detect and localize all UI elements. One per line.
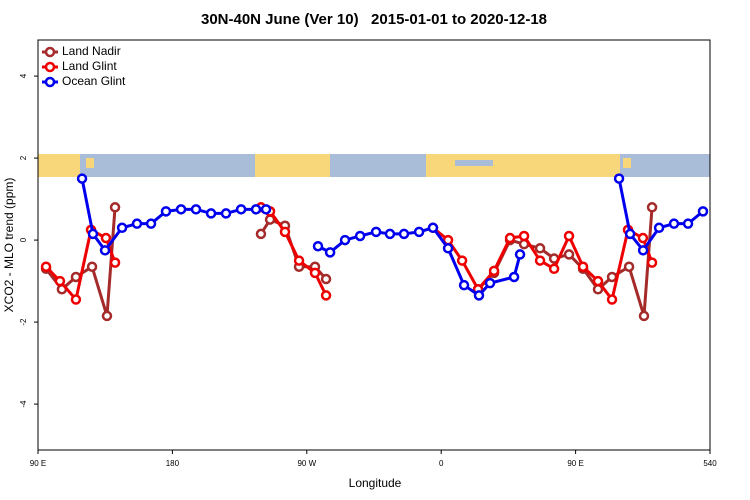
point — [534, 255, 546, 266]
y-axis-label: XCO2 - MLO trend (ppm) — [2, 178, 16, 313]
point — [606, 294, 618, 305]
point — [484, 277, 496, 289]
point — [504, 232, 516, 244]
y-tick-label: 4 — [19, 73, 28, 78]
series-line — [617, 178, 704, 253]
x-tick-label: 180 — [166, 459, 180, 468]
point — [100, 232, 112, 244]
point — [592, 275, 604, 287]
point — [413, 226, 425, 238]
point — [109, 202, 121, 213]
point — [320, 273, 332, 285]
point — [40, 261, 52, 272]
point — [324, 247, 336, 258]
point — [577, 261, 589, 272]
point — [145, 218, 157, 229]
point — [646, 202, 658, 213]
point — [190, 204, 202, 215]
series-line — [477, 207, 654, 317]
point — [638, 310, 650, 322]
point — [623, 261, 635, 272]
point — [646, 257, 658, 268]
point — [384, 228, 396, 240]
point — [279, 226, 291, 238]
point — [682, 218, 694, 229]
series-line — [432, 226, 654, 303]
point — [697, 206, 709, 217]
point — [458, 279, 470, 291]
point — [456, 255, 468, 266]
point — [534, 243, 546, 254]
point — [339, 234, 351, 246]
point — [613, 173, 625, 184]
point — [370, 226, 382, 238]
legend-marker — [44, 76, 56, 88]
point — [160, 206, 172, 217]
point — [87, 228, 99, 240]
point — [320, 290, 332, 301]
legend-marker — [44, 61, 56, 73]
point — [427, 222, 439, 234]
point — [624, 228, 636, 240]
legend-label: Land Glint — [62, 59, 117, 73]
point — [235, 204, 247, 215]
point — [70, 294, 82, 305]
point — [548, 263, 560, 275]
point — [606, 271, 618, 283]
point — [86, 261, 98, 272]
x-tick-label: 540 — [703, 459, 717, 468]
plot-frame — [37, 39, 711, 451]
point — [76, 173, 88, 184]
point — [488, 265, 500, 277]
point — [563, 249, 575, 260]
x-axis-label: Longitude — [349, 476, 402, 490]
point — [312, 240, 324, 252]
point — [442, 243, 454, 254]
point — [508, 271, 520, 283]
point — [637, 232, 649, 244]
point — [116, 222, 128, 234]
y-tick-label: -4 — [19, 400, 28, 408]
point — [99, 245, 111, 256]
point — [563, 230, 575, 242]
point — [255, 228, 267, 240]
point — [220, 208, 232, 219]
point — [309, 267, 321, 279]
point — [668, 218, 680, 229]
point — [101, 310, 113, 322]
y-tick-label: 2 — [19, 155, 28, 160]
point — [175, 204, 187, 215]
legend-marker — [44, 46, 56, 58]
y-tick-label: -2 — [19, 318, 28, 326]
point — [653, 222, 665, 234]
point — [109, 257, 121, 268]
map-strip — [38, 154, 710, 177]
point — [205, 208, 217, 219]
point — [637, 245, 649, 256]
y-tick-label: 0 — [19, 237, 28, 242]
legend-label: Land Nadir — [62, 44, 121, 58]
point — [260, 204, 272, 215]
point — [473, 290, 485, 301]
point — [514, 249, 526, 260]
point — [518, 230, 530, 242]
point — [54, 275, 66, 287]
legend-label: Ocean Glint — [62, 74, 126, 88]
x-tick-label: 90 W — [297, 459, 316, 468]
point — [354, 230, 366, 242]
chart-title: 30N-40N June (Ver 10) 2015-01-01 to 2020… — [201, 11, 547, 28]
point — [293, 255, 305, 266]
x-tick-label: 90 E — [30, 459, 46, 468]
point — [250, 204, 262, 215]
point — [131, 218, 143, 229]
x-tick-label: 0 — [439, 459, 444, 468]
point — [398, 228, 410, 240]
x-tick-label: 90 E — [567, 459, 583, 468]
